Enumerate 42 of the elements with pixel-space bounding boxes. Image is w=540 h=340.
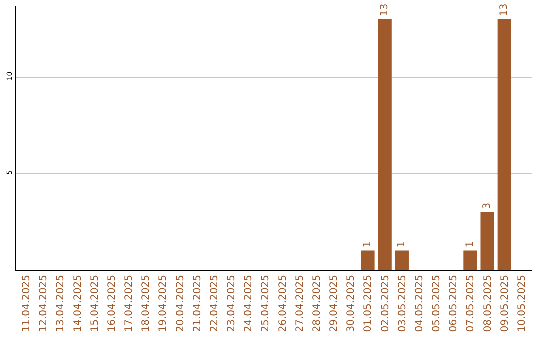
x-tick-label: 23.04.2025 (226, 275, 238, 332)
x-tick-label: 13.04.2025 (56, 275, 67, 332)
data-label: 13 (380, 4, 391, 16)
x-tick-label: 10.05.2025 (517, 275, 528, 332)
x-tick-label: 12.04.2025 (38, 275, 50, 332)
bar (498, 19, 512, 270)
bar (395, 250, 409, 270)
x-tick-label: 11.04.2025 (22, 275, 32, 332)
x-tick-label: 06.05.2025 (448, 275, 460, 332)
x-tick-label: 04.05.2025 (414, 275, 426, 332)
x-tick-label: 07.05.2025 (466, 275, 477, 332)
x-tick-label: 18.04.2025 (141, 275, 152, 332)
x-tick-label: 19.04.2025 (158, 275, 170, 332)
x-tick-label: 21.04.2025 (192, 275, 204, 332)
x-tick-label: 26.04.2025 (278, 275, 289, 332)
data-label: 1 (362, 241, 374, 248)
x-tick-label: 28.04.2025 (312, 275, 323, 332)
x-tick-label: 05.05.2025 (432, 275, 443, 332)
bar (361, 250, 375, 270)
x-tick-label: 09.05.2025 (500, 275, 511, 332)
data-label: 1 (396, 241, 408, 248)
data-label: 3 (482, 202, 494, 210)
bar (464, 250, 478, 270)
x-tick-label: 03.05.2025 (397, 275, 408, 332)
x-tick-label: 30.04.2025 (346, 275, 358, 332)
x-tick-label: 29.04.2025 (329, 275, 340, 332)
x-tick-label: 25.04.2025 (260, 275, 272, 332)
x-tick-label: 02.05.2025 (380, 275, 392, 332)
x-tick-label: 14.04.2025 (72, 275, 84, 332)
x-tick-label: 17.04.2025 (124, 275, 136, 332)
data-label: 13 (499, 4, 510, 16)
data-label: 1 (464, 241, 476, 248)
bar (480, 212, 494, 270)
x-tick-label: 22.04.2025 (209, 275, 220, 332)
x-tick-label: 01.05.2025 (363, 275, 374, 332)
x-tick-label: 24.04.2025 (244, 275, 255, 332)
x-tick-label: 27.04.2025 (294, 275, 306, 332)
x-tick-label: 15.04.2025 (90, 275, 101, 332)
bar (378, 19, 392, 270)
x-tick-label: 16.04.2025 (106, 275, 118, 332)
x-tick-label: 20.04.2025 (175, 275, 186, 332)
x-tick-label: 08.05.2025 (482, 275, 494, 332)
